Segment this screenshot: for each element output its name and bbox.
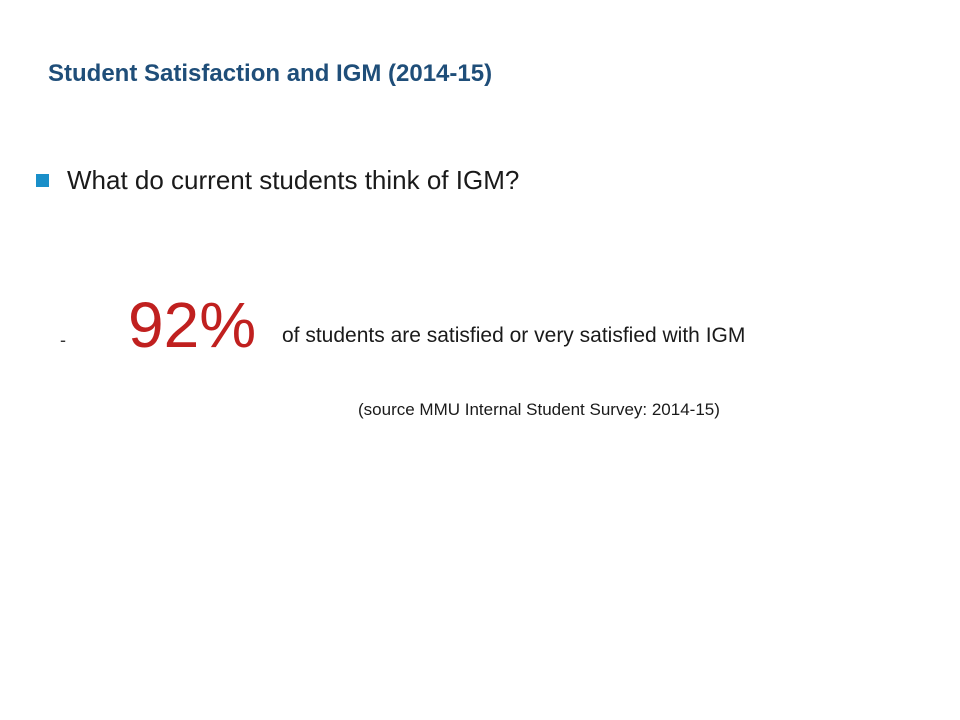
bullet-item: What do current students think of IGM? (36, 160, 519, 200)
satisfaction-description: of students are satisfied or very satisf… (282, 324, 746, 347)
slide-title: Student Satisfaction and IGM (2014-15) (48, 60, 493, 87)
source-citation: (source MMU Internal Student Survey: 201… (358, 400, 720, 419)
bullet-text: What do current students think of IGM? (67, 164, 520, 195)
satisfaction-percent: 92% (128, 289, 257, 361)
square-bullet-icon (36, 173, 49, 187)
dash-marker: - (60, 330, 66, 350)
